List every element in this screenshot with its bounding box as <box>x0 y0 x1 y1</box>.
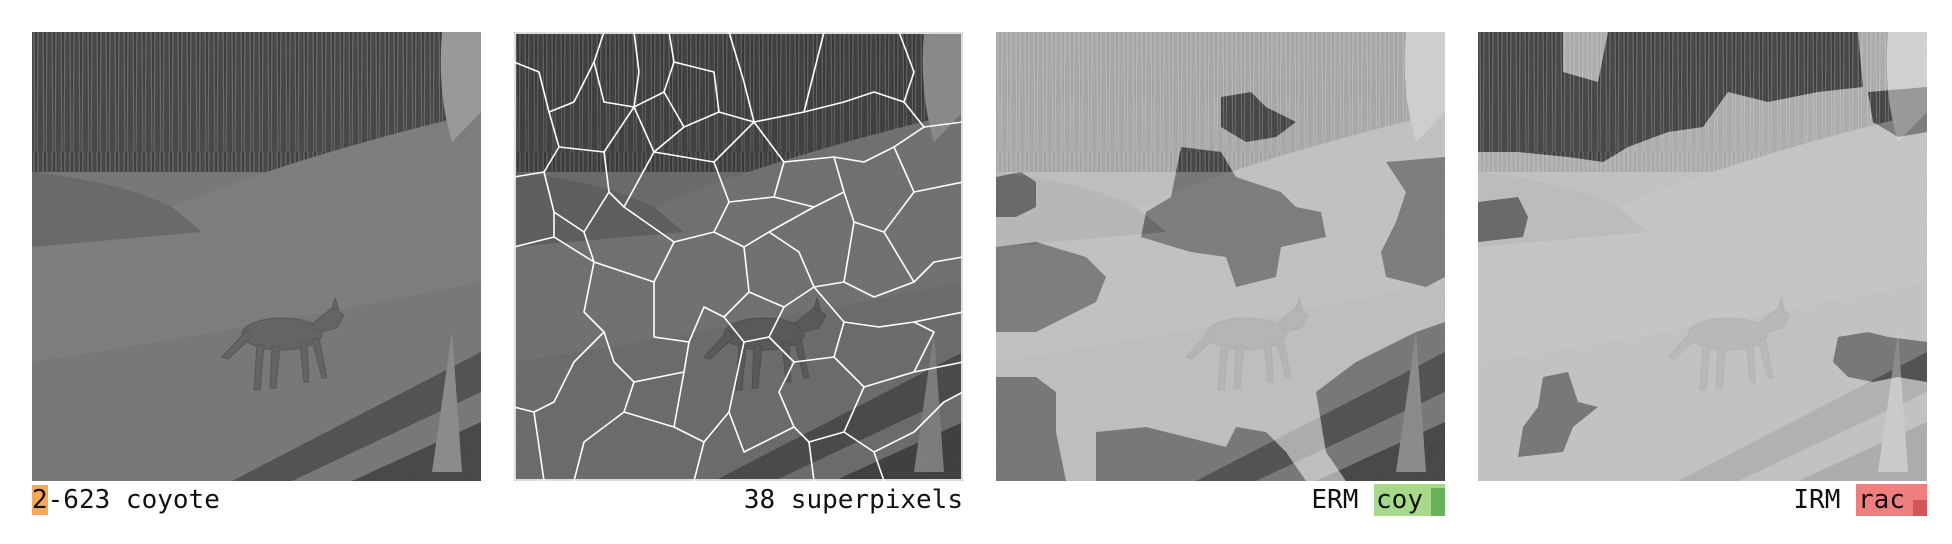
original-caption: 2-623 coyote <box>32 484 481 516</box>
erm-mask-panel <box>996 32 1445 481</box>
superpixel-panel <box>514 32 963 481</box>
superpixel-segmentation <box>514 32 963 481</box>
erm-prediction-label: coy <box>1376 485 1423 515</box>
superpixel-caption: 38 superpixels <box>743 485 963 515</box>
irm-method-label: IRM <box>1793 485 1841 515</box>
erm-caption: ERM coy <box>996 484 1445 516</box>
erm-method-label: ERM <box>1311 485 1359 515</box>
irm-mask-panel <box>1478 32 1927 481</box>
original-image-panel <box>32 32 481 481</box>
trail-camera-image <box>32 32 481 481</box>
original-caption-text: -623 coyote <box>47 485 220 515</box>
irm-prediction-label: rac <box>1858 485 1905 515</box>
label-index-highlight: 2 <box>32 485 48 515</box>
erm-confidence-bar <box>1431 488 1445 516</box>
erm-prediction-badge: coy <box>1374 484 1445 516</box>
irm-caption: IRM rac <box>1478 484 1927 516</box>
erm-explanation-mask <box>996 32 1445 481</box>
irm-prediction-badge: rac <box>1856 484 1927 516</box>
irm-explanation-mask <box>1478 32 1927 481</box>
irm-confidence-bar <box>1913 500 1927 516</box>
